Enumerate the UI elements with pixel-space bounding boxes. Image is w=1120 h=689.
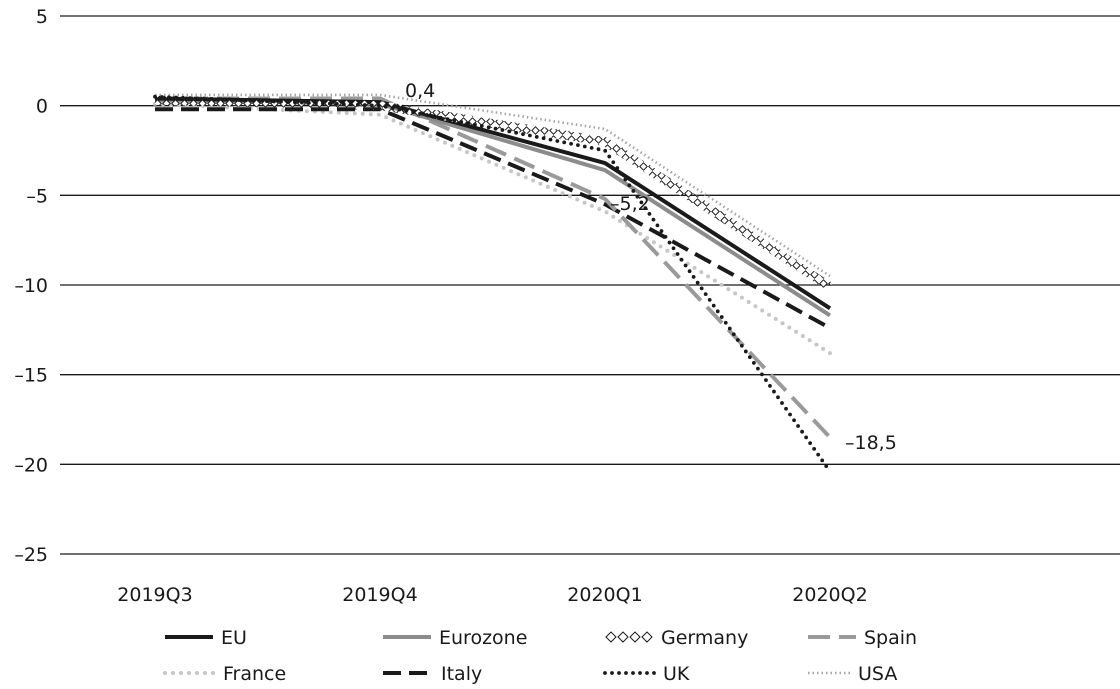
x-tick-label: 2020Q1 — [567, 584, 642, 606]
legend-label-germany: Germany — [661, 627, 748, 649]
legend-label-eu: EU — [221, 627, 247, 649]
y-tick-label: –10 — [14, 275, 48, 297]
annotations: 0,4 –5,2 –18,5 — [405, 80, 897, 454]
y-tick-label: –5 — [26, 185, 48, 207]
series-line-eu — [154, 96, 832, 310]
legend-label-spain: Spain — [864, 627, 917, 649]
legend-swatch-germany — [629, 631, 641, 643]
legend-label-france: France — [223, 663, 286, 685]
y-tick-label: –25 — [14, 544, 48, 566]
legend-label-italy: Italy — [441, 663, 482, 685]
legend-label-uk: UK — [663, 663, 690, 685]
x-tick-label: 2019Q4 — [342, 584, 417, 606]
y-tick-label: 0 — [36, 96, 48, 118]
data-label: 0,4 — [405, 80, 435, 102]
legend-swatch-germany — [605, 631, 617, 643]
y-tick-label: 5 — [36, 6, 48, 28]
y-tick-label: –15 — [14, 365, 48, 387]
legend-label-eurozone: Eurozone — [439, 627, 527, 649]
x-tick-label: 2019Q3 — [117, 584, 192, 606]
series-line-france — [153, 101, 832, 356]
series-line-spain — [155, 96, 832, 439]
x-tick-label: 2020Q2 — [792, 584, 867, 606]
legend-label-usa: USA — [858, 663, 897, 685]
y-tick-label: –20 — [14, 454, 48, 476]
series-line-uk — [153, 94, 832, 474]
y-axis-ticks: 5 0 –5 –10 –15 –20 –25 — [14, 6, 48, 566]
series-line-italy — [155, 107, 831, 330]
legend: EU Eurozone Germany Spain France Italy UK USA — [163, 627, 917, 685]
x-axis-ticks: 2019Q3 2019Q4 2020Q1 2020Q2 — [117, 584, 867, 606]
series-line-usa — [155, 93, 831, 278]
legend-swatch-germany — [641, 631, 653, 643]
data-label: –5,2 — [610, 193, 650, 215]
series-lines — [153, 93, 833, 474]
data-label: –18,5 — [845, 432, 897, 454]
series-line-germany — [154, 95, 833, 291]
legend-swatch-germany — [617, 631, 629, 643]
